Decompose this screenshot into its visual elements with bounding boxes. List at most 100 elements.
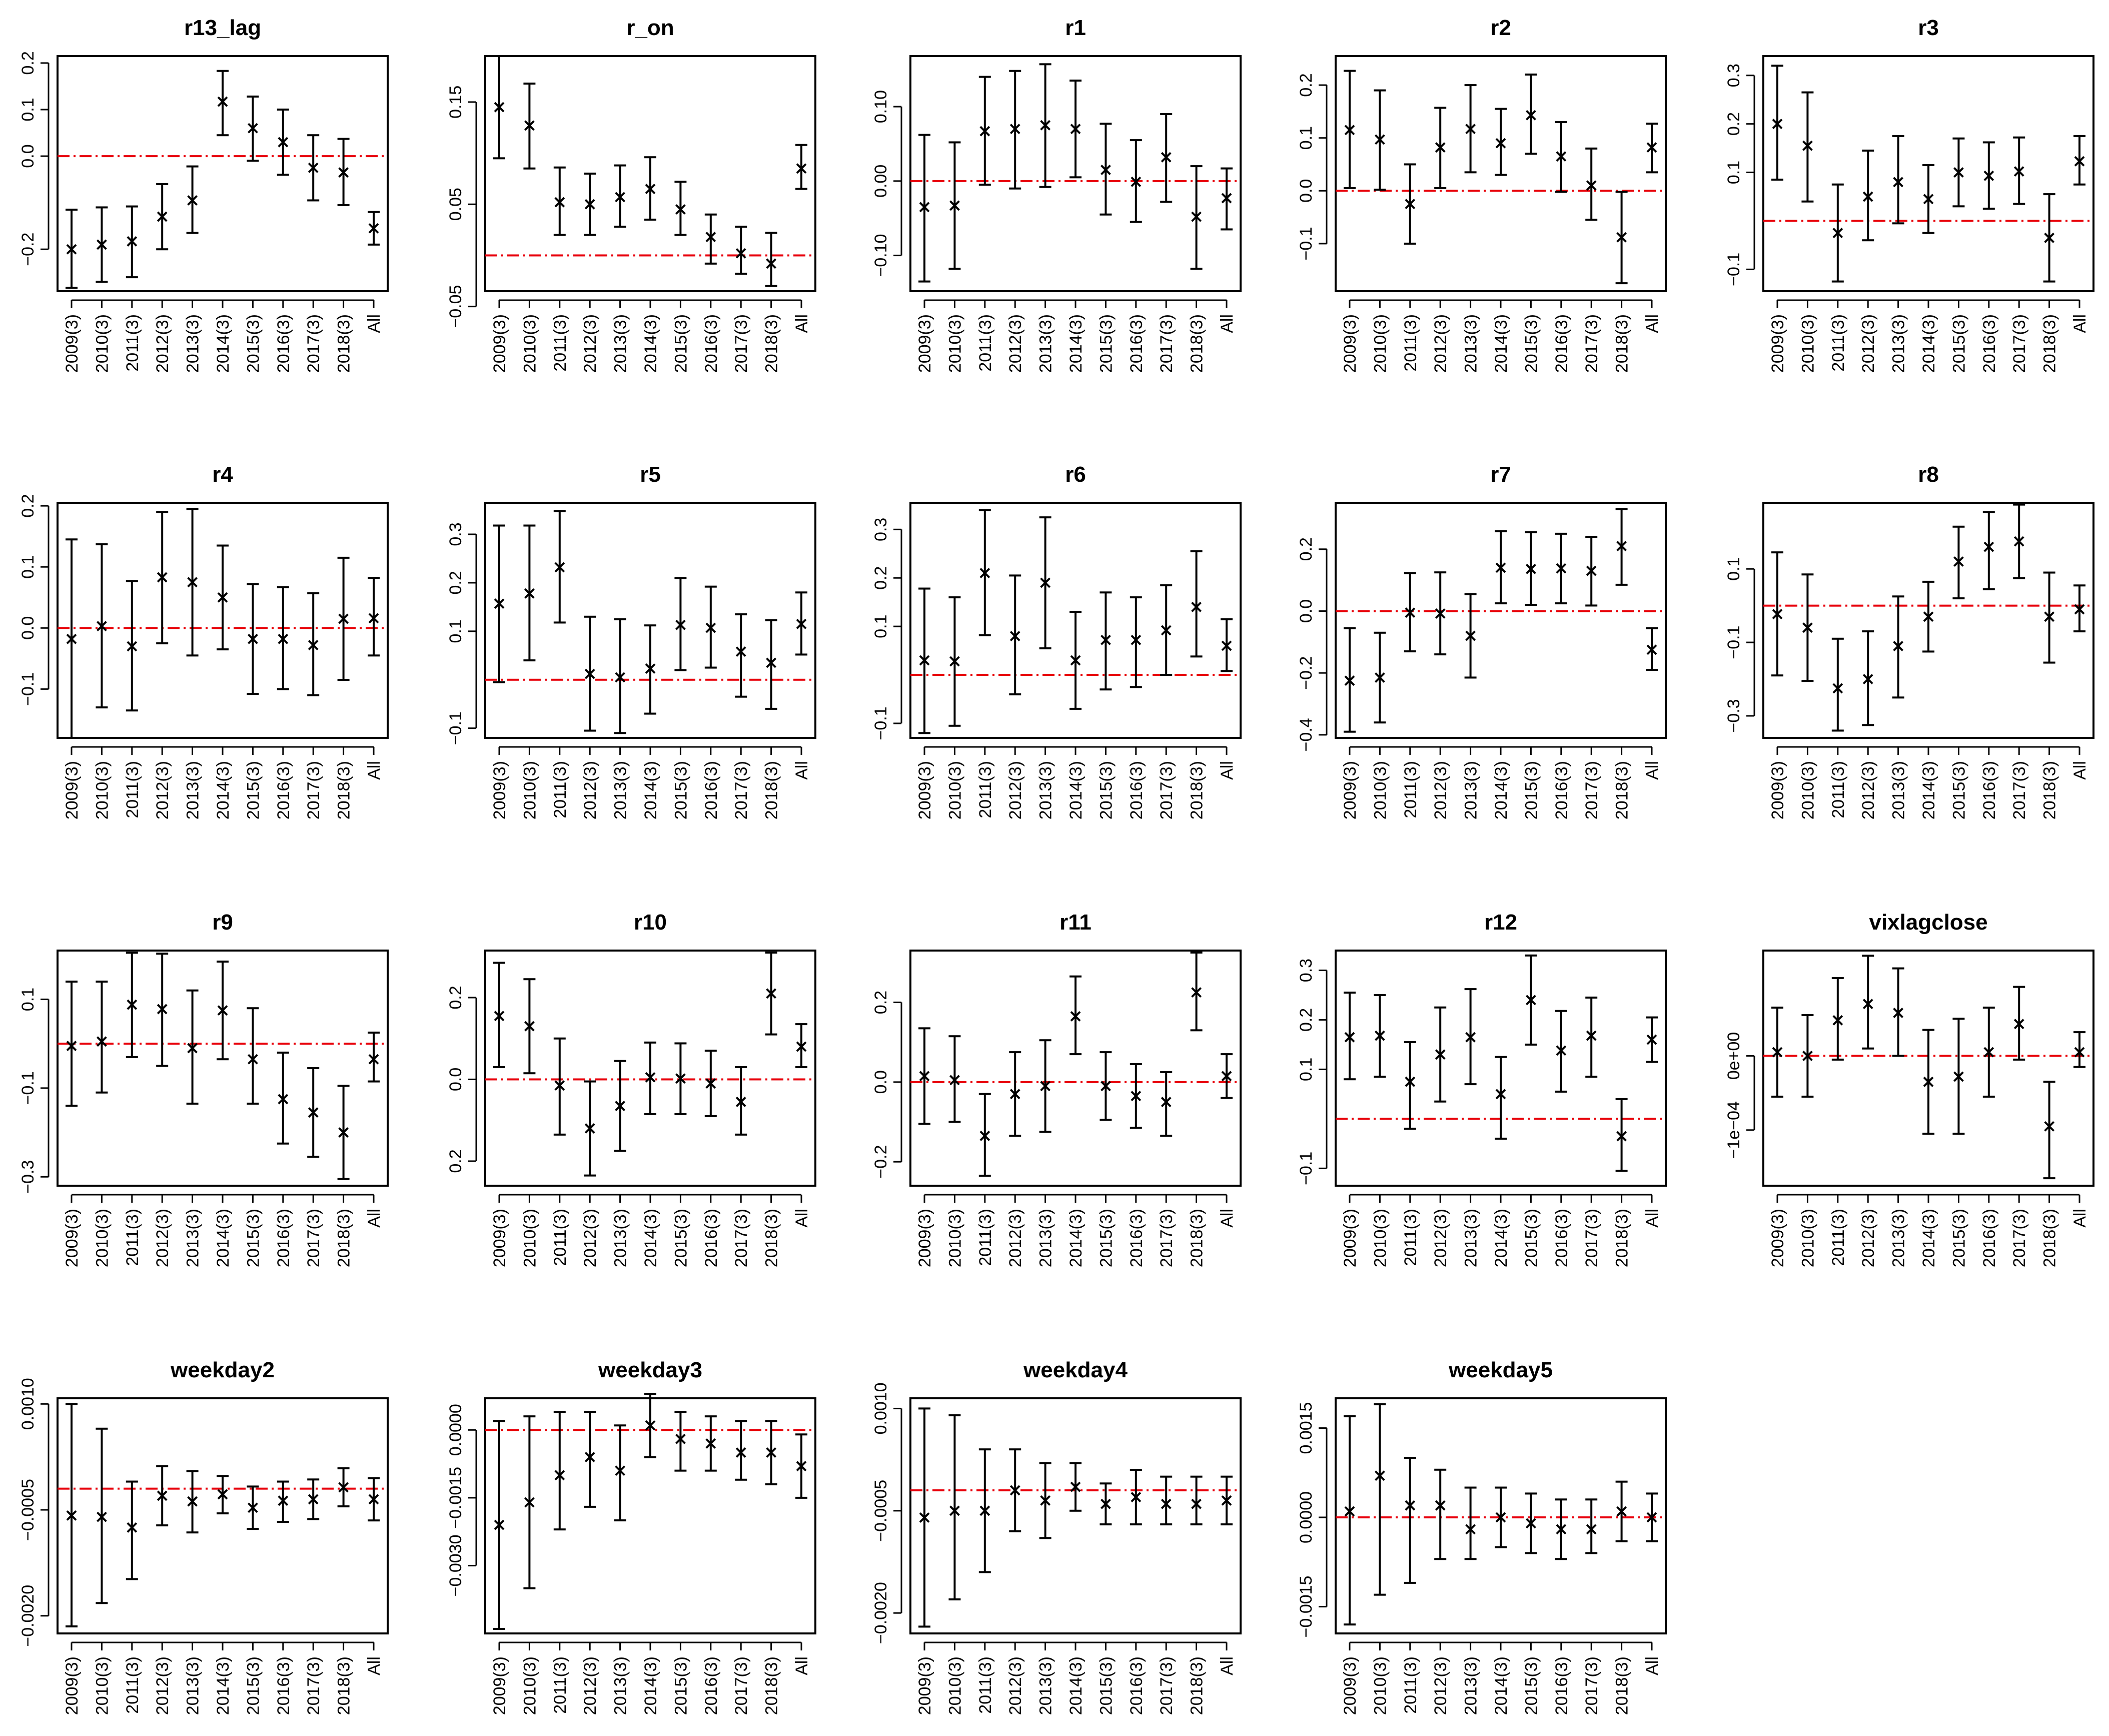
data-point-stroke <box>675 619 686 630</box>
y-axis: 0.2 0.1 0.0 −0.1 <box>1297 73 1328 261</box>
x-tick-label: 2011(3) <box>123 1209 142 1266</box>
x-tick-label: 2010(3) <box>1798 1209 1817 1267</box>
x-tick-label: 2013(3) <box>1462 1656 1481 1715</box>
y-tick-label: 0.0000 <box>1297 1491 1316 1543</box>
data-point <box>979 126 990 137</box>
data-point-stroke <box>1221 1495 1232 1506</box>
data-point <box>1465 630 1476 641</box>
data-point <box>1040 1495 1051 1506</box>
data-point <box>675 204 686 215</box>
data-point-stroke <box>1646 1034 1657 1045</box>
data-point <box>1344 125 1355 136</box>
data-point <box>1556 1045 1567 1056</box>
y-tick-label: −0.1 <box>1724 626 1743 659</box>
data-point-stroke <box>1802 1051 1813 1061</box>
error-bar <box>96 981 108 1094</box>
data-point <box>1070 124 1081 135</box>
x-axis: 2009(3) 2010(3) 2011(3) 2012(3) 2013(3) 2014(… <box>63 1194 384 1267</box>
data-point <box>615 1465 626 1476</box>
data-point-stroke <box>1953 556 1964 567</box>
data-point-stroke <box>1772 119 1783 130</box>
data-point-stroke <box>1556 151 1567 162</box>
error-bar <box>704 213 717 265</box>
data-point <box>1832 683 1843 694</box>
data-point-stroke <box>615 672 626 683</box>
data-point-stroke <box>494 1011 505 1022</box>
data-point <box>675 619 686 630</box>
data-point-stroke <box>127 1522 138 1533</box>
data-point <box>584 1452 595 1462</box>
data-point-stroke <box>645 1420 656 1431</box>
x-tick-label: 2011(3) <box>1829 1209 1848 1266</box>
data-point <box>1465 124 1476 135</box>
data-point-stroke <box>1131 634 1142 645</box>
data-point-stroke <box>308 1107 319 1118</box>
x-tick-label: 2014(3) <box>1492 761 1511 819</box>
x-tick-label: 2015(3) <box>1097 761 1116 819</box>
data-point-stroke <box>949 200 960 211</box>
error-bar <box>1434 1468 1447 1560</box>
data-point <box>1495 138 1506 149</box>
x-tick-label: 2015(3) <box>244 1209 263 1267</box>
y-tick-label: 0.1 <box>1724 557 1743 581</box>
x-tick-label: All <box>1218 761 1237 780</box>
data-point-stroke <box>217 96 228 107</box>
x-axis: 2009(3) 2010(3) 2011(3) 2012(3) 2013(3) 2014(… <box>490 746 811 819</box>
error-bar <box>765 619 777 710</box>
data-point-stroke <box>1923 1077 1934 1087</box>
panel-r2: r2 0.2 0.1 0.0 −0.1 2009(3) 2010(3) 2011(3) 2012… <box>1297 16 1667 373</box>
data-point-stroke <box>338 1482 349 1493</box>
x-tick-label: 2010(3) <box>93 314 112 373</box>
data-point-stroke <box>1221 193 1232 204</box>
y-tick-label: 0.0010 <box>19 1378 38 1430</box>
x-tick-label: 2015(3) <box>671 1656 690 1715</box>
data-point-stroke <box>796 618 807 629</box>
data-point <box>796 1461 807 1471</box>
data-point-stroke <box>368 1054 379 1065</box>
y-tick-label: 0.3 <box>1297 959 1316 982</box>
x-tick-label: 2016(3) <box>1552 314 1571 373</box>
panel-weekday2: weekday2 0.0010 −0.0005 −0.0020 2009(3) 2010(… <box>19 1358 389 1715</box>
y-tick-label: −0.4 <box>1297 718 1316 751</box>
data-point-stroke <box>1405 1076 1416 1087</box>
data-point <box>308 640 319 650</box>
data-point-stroke <box>796 1041 807 1052</box>
x-tick-label: 2013(3) <box>1462 761 1481 819</box>
data-point-stroke <box>1802 140 1813 151</box>
data-point <box>796 618 807 629</box>
data-point-stroke <box>554 562 565 573</box>
data-point-stroke <box>1191 211 1202 222</box>
x-tick-label: 2018(3) <box>1188 1656 1207 1715</box>
data-point <box>735 1447 746 1458</box>
x-tick-label: 2010(3) <box>945 761 964 819</box>
panel-title: vixlagclose <box>1869 910 1987 935</box>
data-point-stroke <box>2013 166 2024 177</box>
data-point <box>1465 1524 1476 1535</box>
data-point-stroke <box>919 655 930 666</box>
data-point-stroke <box>1070 124 1081 135</box>
data-point <box>96 621 107 632</box>
x-tick-label: 2010(3) <box>520 1656 539 1715</box>
data-point-stroke <box>735 646 746 657</box>
x-tick-label: 2013(3) <box>1036 761 1056 819</box>
data-point-stroke <box>796 1461 807 1471</box>
x-tick-label: 2017(3) <box>732 1209 751 1267</box>
x-tick-label: 2009(3) <box>63 1209 82 1267</box>
data-point-stroke <box>1344 1032 1355 1043</box>
data-point <box>1040 577 1051 588</box>
data-point <box>705 1078 716 1089</box>
x-axis: 2009(3) 2010(3) 2011(3) 2012(3) 2013(3) 2014(… <box>1768 299 2089 373</box>
x-tick-label: 2017(3) <box>2010 314 2029 373</box>
data-point-stroke <box>1374 134 1385 145</box>
data-point <box>1040 120 1051 131</box>
data-point-stroke <box>675 1433 686 1444</box>
data-point <box>157 211 168 222</box>
y-tick-label: 0.0015 <box>1297 1402 1316 1454</box>
plot-frame <box>909 950 1242 1187</box>
data-point-stroke <box>66 633 77 644</box>
x-tick-label: 2013(3) <box>611 761 630 819</box>
plot-frame <box>909 1397 1242 1634</box>
data-point <box>1525 110 1536 121</box>
data-point <box>919 655 930 666</box>
